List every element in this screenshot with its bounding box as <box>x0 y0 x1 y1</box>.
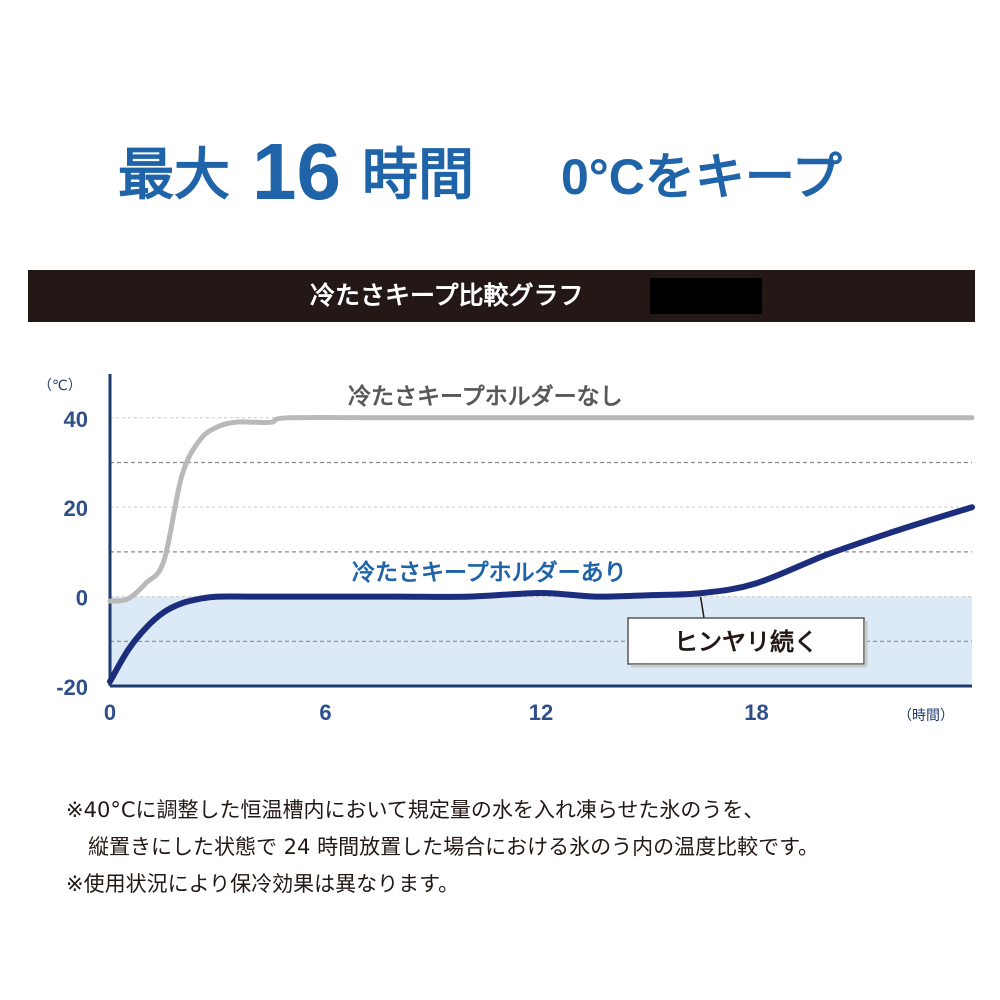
series-line-with-holder <box>107 504 975 685</box>
chart-title: 冷たさキープ比較グラフ <box>310 281 584 310</box>
x-axis-label: （時間） <box>898 708 954 724</box>
headline-keep-temp: 0°C <box>561 149 645 205</box>
annotation-label: ヒンヤリ続く <box>674 628 818 656</box>
temperature-comparison-chart: （℃） （時間） 40 20 0 -20 0 6 12 18 冷たさキープホルダーなし冷たさキープホ… <box>38 374 975 725</box>
annotation-leader <box>699 596 705 619</box>
y-axis-label: （℃） <box>38 378 82 394</box>
headline-prefix: 最大 <box>118 143 230 208</box>
chart-title-banner: 冷たさキープ比較グラフ <box>28 270 975 322</box>
headline-keep-text: をキープ <box>644 148 842 206</box>
headline-keep: 0°Cをキープ <box>561 152 842 202</box>
footnote-1: ※40°Cに調整した恒温槽内において規定量の水を入れ凍らせた氷のうを、 <box>66 798 765 822</box>
footnote-2: 縦置きにした状態で 24 時間放置した場合における氷のう内の温度比較です。 <box>88 835 819 859</box>
headline: 最大 16 時間 0°Cをキープ <box>0 118 1000 228</box>
y-tick-label: 20 <box>64 496 88 521</box>
footnote-3: ※使用状況により保冷効果は異なります。 <box>66 872 460 896</box>
x-tick-label: 6 <box>319 700 331 725</box>
x-tick-label: 0 <box>104 700 116 725</box>
footnotes: ※40°Cに調整した恒温槽内において規定量の水を入れ凍らせた氷のうを、 縦置きに… <box>66 792 986 903</box>
series-label-with-holder: 冷たさキープホルダーあり <box>352 559 627 586</box>
headline-suffix: 時間 <box>362 143 474 208</box>
series-line-without-holder <box>107 414 975 604</box>
x-tick-label: 18 <box>744 700 768 725</box>
headline-number: 16 <box>252 127 341 216</box>
annotation-box <box>627 617 865 665</box>
redaction-block <box>650 278 762 314</box>
series-label-without-holder: 冷たさキープホルダーなし <box>348 383 623 410</box>
y-tick-label: -20 <box>56 675 88 700</box>
x-tick-label: 12 <box>529 700 553 725</box>
y-tick-label: 40 <box>64 407 88 432</box>
y-tick-label: 0 <box>76 586 88 611</box>
